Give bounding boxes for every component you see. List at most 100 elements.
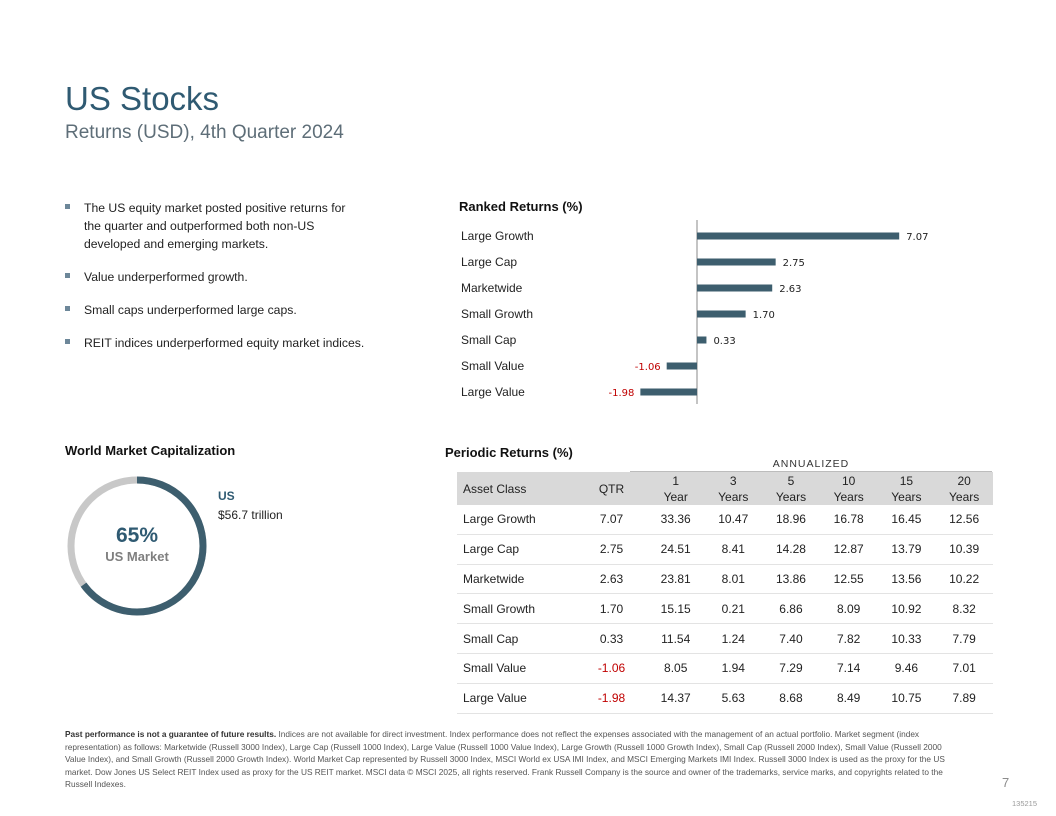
bullet-text: Small caps underperformed large caps. bbox=[84, 303, 297, 317]
col-header-5yr: 5 Years bbox=[762, 472, 820, 505]
period-num: 1 bbox=[672, 473, 680, 488]
return-cell: 8.41 bbox=[704, 534, 763, 565]
return-cell: 16.78 bbox=[819, 505, 878, 535]
col-header-3yr: 3 Years bbox=[704, 472, 763, 505]
qtr-cell: -1.06 bbox=[576, 653, 647, 684]
asset-class-cell: Small Growth bbox=[457, 593, 576, 625]
return-cell: 5.63 bbox=[704, 683, 763, 714]
col-header-15yr: 15 Years bbox=[877, 472, 936, 505]
return-cell: 11.54 bbox=[647, 623, 705, 654]
periodic-returns-title: Periodic Returns (%) bbox=[445, 445, 573, 460]
col-header-qtr: QTR bbox=[576, 472, 647, 505]
page-subtitle: Returns (USD), 4th Quarter 2024 bbox=[65, 122, 344, 143]
bullet-item: Value underperformed growth. bbox=[65, 268, 365, 286]
return-cell: 7.01 bbox=[935, 653, 993, 684]
page-title: US Stocks bbox=[65, 80, 220, 117]
table-header-row: Asset Class QTR 1 Year 3 Years 5 Years 10 Ye… bbox=[457, 472, 993, 505]
return-cell: 8.05 bbox=[647, 653, 705, 684]
bullet-text: REIT indices underperformed equity marke… bbox=[84, 336, 365, 350]
category-label: Small Growth bbox=[461, 307, 533, 321]
period-unit: Years bbox=[949, 489, 980, 504]
return-cell: 6.86 bbox=[762, 593, 820, 625]
col-header-1yr: 1 Year bbox=[647, 472, 705, 505]
key-points-list: The US equity market posted positive ret… bbox=[65, 199, 365, 367]
period-num: 10 bbox=[842, 473, 856, 488]
period-unit: Years bbox=[775, 489, 807, 504]
bullet-square-icon bbox=[65, 273, 70, 278]
category-label: Large Growth bbox=[461, 229, 534, 243]
us-market-label: US Market bbox=[105, 549, 169, 564]
qtr-cell: 2.63 bbox=[576, 564, 647, 595]
donut-center-label: 65% US Market bbox=[65, 524, 209, 565]
footnote-text: Indices are not available for direct inv… bbox=[65, 729, 945, 790]
qtr-cell: -1.98 bbox=[576, 683, 647, 714]
asset-class-cell: Large Value bbox=[457, 683, 576, 714]
us-percent: 65% bbox=[115, 524, 159, 547]
bullet-square-icon bbox=[65, 306, 70, 311]
return-cell: 7.89 bbox=[935, 683, 993, 714]
asset-class-cell: Small Value bbox=[457, 653, 576, 684]
data-label: 2.75 bbox=[783, 258, 805, 269]
return-cell: 10.39 bbox=[935, 534, 993, 565]
world-cap-title: World Market Capitalization bbox=[65, 443, 236, 458]
bullet-text: Value underperformed growth. bbox=[84, 270, 248, 284]
table-row: Large Growth 7.07 33.36 10.47 18.96 16.78 16.4… bbox=[457, 505, 993, 535]
qtr-cell: 7.07 bbox=[576, 505, 647, 535]
bullet-square-icon bbox=[65, 204, 70, 209]
return-cell: 10.22 bbox=[935, 564, 993, 595]
table-row: Small Value -1.06 8.05 1.94 7.29 7.14 9.46 7.01 bbox=[457, 653, 993, 684]
table-row: Large Cap 2.75 24.51 8.41 14.28 12.87 13.79 10.… bbox=[457, 534, 993, 565]
return-cell: 1.94 bbox=[704, 653, 763, 684]
disclosure-footnote: Past performance is not a guarantee of f… bbox=[65, 728, 955, 791]
return-cell: 9.46 bbox=[877, 653, 936, 684]
bullet-square-icon bbox=[65, 339, 70, 344]
return-cell: 12.87 bbox=[819, 534, 878, 565]
return-cell: 16.45 bbox=[877, 505, 936, 535]
return-cell: 14.28 bbox=[762, 534, 820, 565]
return-cell: 33.36 bbox=[647, 505, 705, 535]
return-cell: 7.79 bbox=[935, 623, 993, 654]
qtr-cell: 1.70 bbox=[576, 593, 647, 625]
bar-small-growth bbox=[697, 310, 746, 318]
col-header-asset-class: Asset Class bbox=[457, 472, 576, 505]
asset-class-cell: Small Cap bbox=[457, 623, 576, 654]
period-num: 3 bbox=[729, 473, 737, 488]
donut-chart bbox=[67, 476, 207, 616]
page-number: 7 bbox=[1002, 775, 1010, 790]
ranked-returns-chart: Large Growth 7.07 Large Cap 2.75 Marketwide 2… bbox=[461, 220, 928, 404]
period-unit: Years bbox=[891, 489, 922, 504]
data-label: 2.63 bbox=[779, 284, 801, 295]
us-legend-label: US bbox=[218, 489, 235, 503]
period-num: 20 bbox=[957, 473, 971, 488]
bar-marketwide bbox=[697, 284, 773, 292]
period-num: 5 bbox=[787, 473, 795, 488]
return-cell: 8.68 bbox=[762, 683, 820, 714]
return-cell: 10.75 bbox=[877, 683, 936, 714]
data-label: -1.06 bbox=[635, 362, 661, 373]
data-label: 7.07 bbox=[906, 232, 928, 243]
ranked-returns-title: Ranked Returns (%) bbox=[459, 199, 583, 214]
return-cell: 10.92 bbox=[877, 593, 936, 625]
qtr-cell: 2.75 bbox=[576, 534, 647, 565]
us-market-cap-value: $56.7 trillion bbox=[218, 508, 283, 522]
bullet-item: Small caps underperformed large caps. bbox=[65, 301, 365, 319]
asset-class-cell: Large Growth bbox=[457, 505, 576, 535]
return-cell: 1.24 bbox=[704, 623, 763, 654]
return-cell: 23.81 bbox=[647, 564, 705, 595]
category-label: Marketwide bbox=[461, 281, 523, 295]
category-label: Small Cap bbox=[461, 333, 517, 347]
category-label: Small Value bbox=[461, 359, 524, 373]
data-label: 1.70 bbox=[753, 310, 775, 321]
category-label: Large Cap bbox=[461, 255, 517, 269]
period-unit: Year bbox=[663, 489, 688, 504]
qtr-cell: 0.33 bbox=[576, 623, 647, 654]
return-cell: 8.32 bbox=[935, 593, 993, 625]
document-code: 135215 bbox=[1012, 799, 1038, 808]
return-cell: 10.47 bbox=[704, 505, 763, 535]
return-cell: 10.33 bbox=[877, 623, 936, 654]
return-cell: 8.09 bbox=[819, 593, 878, 625]
table-row: Small Growth 1.70 15.15 0.21 6.86 8.09 10.92 8.… bbox=[457, 593, 993, 625]
return-cell: 7.82 bbox=[819, 623, 878, 654]
return-cell: 0.21 bbox=[704, 593, 763, 625]
return-cell: 12.56 bbox=[935, 505, 993, 535]
